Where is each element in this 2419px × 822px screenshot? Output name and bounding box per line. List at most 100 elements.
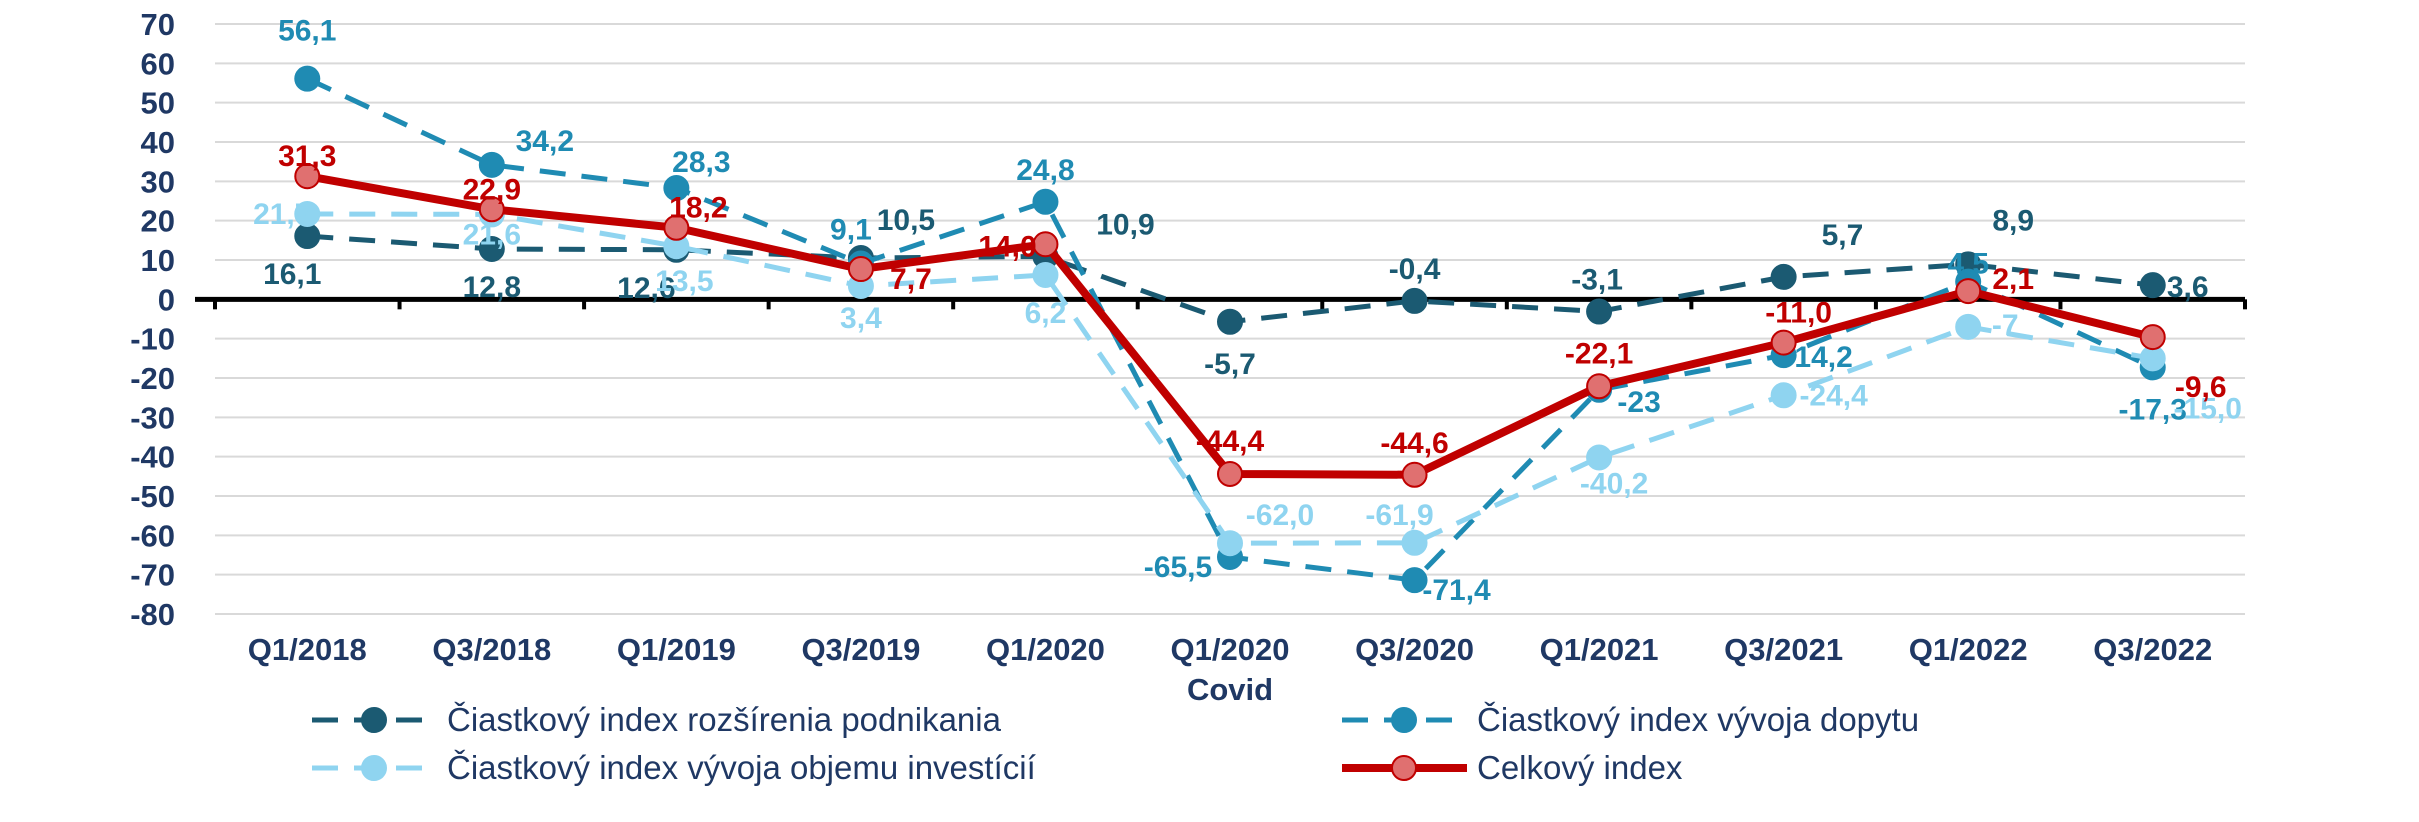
legend-marker xyxy=(361,707,387,733)
y-tick-label: -30 xyxy=(130,400,175,435)
legend-marker xyxy=(1391,755,1417,781)
x-tick-sublabel: Covid xyxy=(1187,672,1273,707)
y-tick-label: -10 xyxy=(130,322,175,357)
data-label: 6,2 xyxy=(1025,297,1067,330)
x-axis-ticks: Q1/2018 Q3/2018 Q1/2019 Q3/2019 Q1/2020 Q1/20… xyxy=(248,632,2212,707)
data-label: -44,4 xyxy=(1196,425,1265,458)
data-label: 22,9 xyxy=(463,173,521,206)
x-tick-label: Q1/2019 xyxy=(617,632,736,667)
data-point xyxy=(663,214,690,241)
y-tick-label: -50 xyxy=(130,479,175,514)
y-tick-label: 70 xyxy=(141,7,175,42)
data-label: 18,2 xyxy=(669,192,727,225)
y-tick-label: -80 xyxy=(130,597,175,632)
x-tick-label: Q1/2020 xyxy=(986,632,1105,667)
legend-label: Čiastkový index vývoja dopytu xyxy=(1477,701,1919,738)
data-point xyxy=(847,256,874,283)
data-point xyxy=(2139,272,2166,299)
data-label: -23 xyxy=(1617,386,1660,419)
data-label: -11,0 xyxy=(1765,297,1832,330)
data-point xyxy=(1217,460,1243,487)
data-label: -9,6 xyxy=(2175,371,2227,404)
legend-marker xyxy=(361,755,387,781)
data-label: -65,5 xyxy=(1144,551,1212,584)
data-point xyxy=(1032,261,1059,288)
data-label: 34,2 xyxy=(516,125,574,158)
data-label: 8,9 xyxy=(1992,204,2034,237)
data-point xyxy=(1401,461,1428,488)
legend: Čiastkový index rozšírenia podnikania Čia… xyxy=(312,701,1919,786)
data-label: -17,3 xyxy=(2119,393,2187,426)
data-label: 14,0 xyxy=(978,230,1036,263)
data-labels: 16,1 12,8 12,6 10,5 10,9 -5,7 -0,4 -3,1 5,7 8,9 3,… xyxy=(253,15,2242,608)
data-point xyxy=(294,65,321,92)
x-tick-label: Q3/2018 xyxy=(432,632,551,667)
data-point xyxy=(1032,188,1059,215)
data-point xyxy=(1955,278,1982,305)
data-label: 56,1 xyxy=(278,15,336,48)
data-point xyxy=(1586,298,1613,325)
data-point xyxy=(1401,287,1428,314)
data-point xyxy=(1032,231,1059,258)
data-point xyxy=(1586,444,1613,471)
data-label: 28,3 xyxy=(672,146,730,179)
data-label: 3,4 xyxy=(840,302,882,335)
data-point xyxy=(478,196,505,223)
data-label: -22,1 xyxy=(1565,337,1633,370)
y-tick-label: 20 xyxy=(141,204,175,239)
data-label: 7,7 xyxy=(890,263,932,296)
data-label: 5,7 xyxy=(1822,219,1864,252)
y-tick-label: -70 xyxy=(130,558,175,593)
data-label: -44,6 xyxy=(1380,427,1448,460)
data-label: -15,0 xyxy=(2174,392,2242,425)
data-point xyxy=(1586,373,1613,400)
x-tick-label: Q3/2019 xyxy=(801,632,920,667)
y-tick-label: 60 xyxy=(141,46,175,81)
data-point xyxy=(294,163,321,190)
legend-label: Celkový index xyxy=(1477,749,1683,786)
data-point xyxy=(1217,530,1243,557)
x-tick-label: Q1/2022 xyxy=(1909,632,2028,667)
data-label: 24,8 xyxy=(1016,154,1074,187)
data-label: 31,3 xyxy=(278,140,336,173)
data-point xyxy=(1955,313,1982,340)
data-label: 21,7 xyxy=(253,198,311,231)
data-label: 3,6 xyxy=(2167,271,2209,304)
data-point xyxy=(294,200,321,227)
y-tick-label: 30 xyxy=(141,164,175,199)
data-point xyxy=(478,151,505,178)
y-tick-label: -20 xyxy=(130,361,175,396)
data-point xyxy=(1770,263,1797,290)
data-label: 16,1 xyxy=(263,258,321,291)
x-tick-label: Q3/2021 xyxy=(1724,632,1843,667)
data-label: 13,5 xyxy=(655,265,713,298)
data-point xyxy=(1770,382,1797,409)
data-label: -71,4 xyxy=(1422,574,1491,607)
data-point xyxy=(478,235,505,262)
legend-label: Čiastkový index vývoja objemu investícií xyxy=(447,749,1036,786)
data-label: -0,4 xyxy=(1389,253,1441,286)
legend-label: Čiastkový index rozšírenia podnikania xyxy=(447,701,1002,738)
data-label: -40,2 xyxy=(1580,467,1648,500)
x-tick-label: Q1/2021 xyxy=(1540,632,1659,667)
data-label: 12,8 xyxy=(463,271,521,304)
data-label: -7 xyxy=(1992,309,2019,342)
x-tick-label: Q3/2022 xyxy=(2093,632,2212,667)
data-label: -24,4 xyxy=(1799,379,1868,412)
y-tick-label: 10 xyxy=(141,243,175,278)
x-tick-label: Q3/2020 xyxy=(1355,632,1474,667)
data-label: -5,7 xyxy=(1204,348,1256,381)
data-label: 10,5 xyxy=(877,204,935,237)
data-point xyxy=(663,175,690,202)
data-label: -14,2 xyxy=(1784,341,1852,374)
data-label: -61,9 xyxy=(1365,499,1433,532)
x-tick-label: Q1/2020 xyxy=(1171,632,1290,667)
y-tick-label: 0 xyxy=(158,282,175,317)
data-label: 10,9 xyxy=(1096,208,1154,241)
data-label: 12,6 xyxy=(617,272,675,305)
data-point xyxy=(1401,529,1428,556)
y-tick-label: -40 xyxy=(130,440,175,475)
data-point xyxy=(1401,567,1428,594)
